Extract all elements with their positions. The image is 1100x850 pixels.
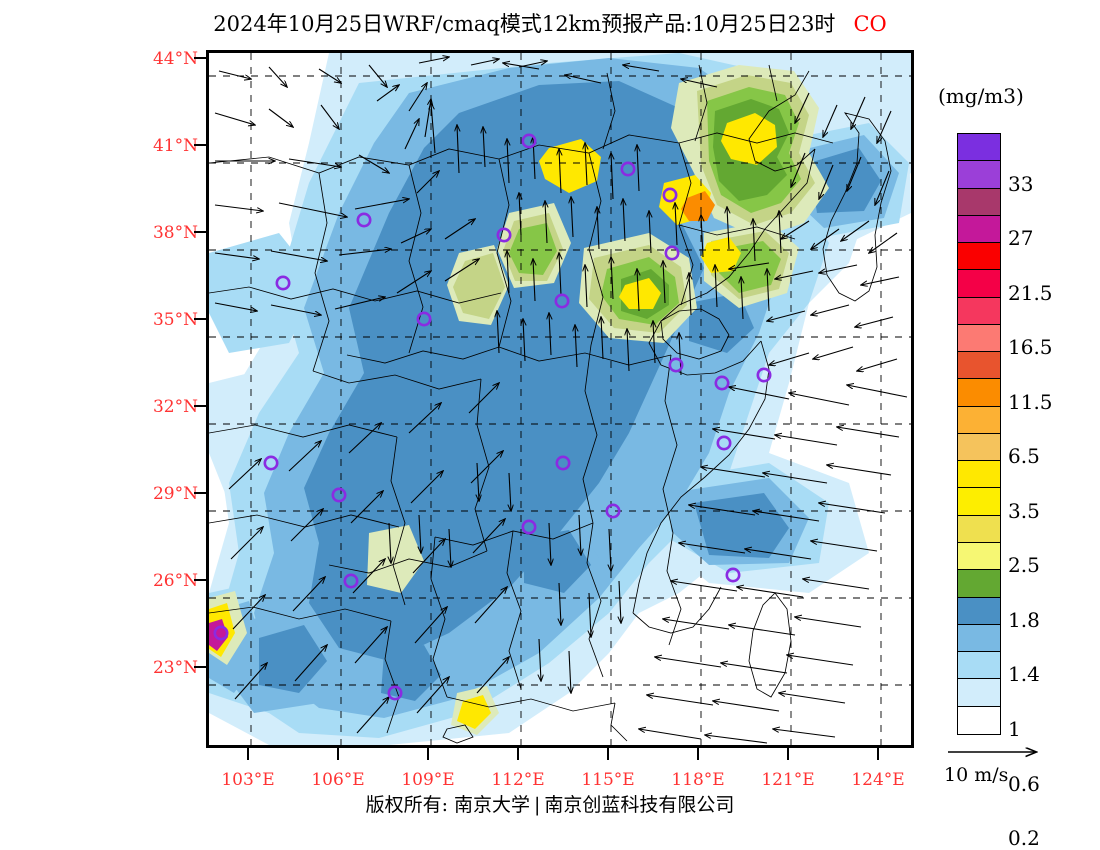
lat-label: 32°N	[152, 397, 198, 417]
page-title: 2024年10月25日WRF/cmaq模式12km预报产品:10月25日23时 C…	[0, 8, 1100, 38]
wind-scale-key: 10 m/s	[944, 742, 1094, 792]
colorbar-band	[958, 488, 1000, 516]
colorbar-tick-label: 6.5	[1008, 444, 1040, 469]
lon-label: 124°E	[851, 770, 905, 790]
map-boundaries	[209, 64, 892, 744]
colorbar-band	[958, 188, 1000, 216]
lat-label: 29°N	[152, 484, 198, 504]
lat-label: 38°N	[152, 223, 198, 243]
colorbar-tick-label: 3.5	[1008, 498, 1040, 523]
lat-label: 41°N	[152, 136, 198, 156]
colorbar-band	[958, 515, 1000, 543]
lon-label: 103°E	[221, 770, 275, 790]
contour-band-orange	[681, 191, 715, 221]
title-text: 2024年10月25日WRF/cmaq模式12km预报产品:10月25日23时	[213, 12, 836, 36]
lat-label: 23°N	[152, 658, 198, 678]
title-species-label: CO	[853, 12, 887, 36]
lon-label: 112°E	[491, 770, 545, 790]
station-markers	[213, 133, 772, 701]
colorbar-band	[958, 597, 1000, 625]
lat-label: 35°N	[152, 310, 198, 330]
lat-label: 26°N	[152, 571, 198, 591]
latitude-axis: 44°N 41°N 38°N 35°N 32°N 29°N 26°N 23°N	[120, 0, 198, 850]
colorbar-band	[958, 324, 1000, 353]
wind-vector-field	[214, 57, 908, 744]
map-canvas	[209, 53, 911, 745]
colorbar-tick-label: 16.5	[1008, 335, 1053, 360]
colorbar-band	[958, 624, 1000, 653]
colorbar-band	[958, 243, 1000, 271]
colorbar-tick-label: 27	[1008, 226, 1034, 251]
colorbar-tick-label: 33	[1008, 171, 1034, 196]
lon-label: 115°E	[581, 770, 635, 790]
colorbar-band	[958, 570, 1000, 598]
colorbar-band	[958, 706, 1000, 734]
colorbar-band	[958, 406, 1000, 434]
map-plot-area[interactable]	[206, 50, 914, 748]
colorbar-band	[958, 679, 1000, 707]
lon-label: 118°E	[671, 770, 725, 790]
copyright-separator: |	[534, 794, 541, 816]
colorbar-band	[958, 652, 1000, 680]
colorbar-band	[958, 161, 1000, 189]
colorbar-band	[958, 270, 1000, 298]
copyright-left: 版权所有: 南京大学	[365, 794, 531, 816]
colorbar-tick-label: 1	[1008, 717, 1021, 741]
copyright-right: 南京创蓝科技有限公司	[544, 794, 735, 816]
colorbar-band	[958, 352, 1000, 380]
colorbar-tick-label: 0.2	[1008, 826, 1040, 850]
colorbar-tick-label: 1.8	[1008, 607, 1040, 632]
colorbar-tick-label: 1.4	[1008, 662, 1040, 687]
colorbar-band	[958, 433, 1000, 462]
lon-label: 121°E	[761, 770, 815, 790]
colorbar-tick-label: 0.6	[1008, 771, 1040, 796]
colorbar-band	[958, 379, 1000, 407]
lon-label: 106°E	[311, 770, 365, 790]
colorbar-band	[958, 297, 1000, 325]
copyright-notice: 版权所有: 南京大学 | 南京创蓝科技有限公司	[0, 790, 1100, 817]
colorbar-tick-label: 11.5	[1008, 389, 1053, 414]
colorbar[interactable]	[957, 133, 1001, 735]
colorbar-band	[958, 461, 1000, 489]
colorbar-tick-label: 2.5	[1008, 553, 1040, 578]
lat-label: 44°N	[152, 49, 198, 69]
colorbar-band	[958, 134, 1000, 162]
wind-key-arrow-icon	[948, 742, 1054, 764]
contour-band-1.4	[259, 81, 881, 701]
lon-label: 109°E	[401, 770, 455, 790]
colorbar-band	[958, 542, 1000, 571]
map-svg	[209, 53, 911, 745]
colorbar-tick-label: 21.5	[1008, 280, 1053, 305]
wind-key-label: 10 m/s	[944, 764, 1009, 786]
colorbar-units-label: (mg/m3)	[938, 84, 1024, 108]
colorbar-band	[958, 215, 1000, 244]
